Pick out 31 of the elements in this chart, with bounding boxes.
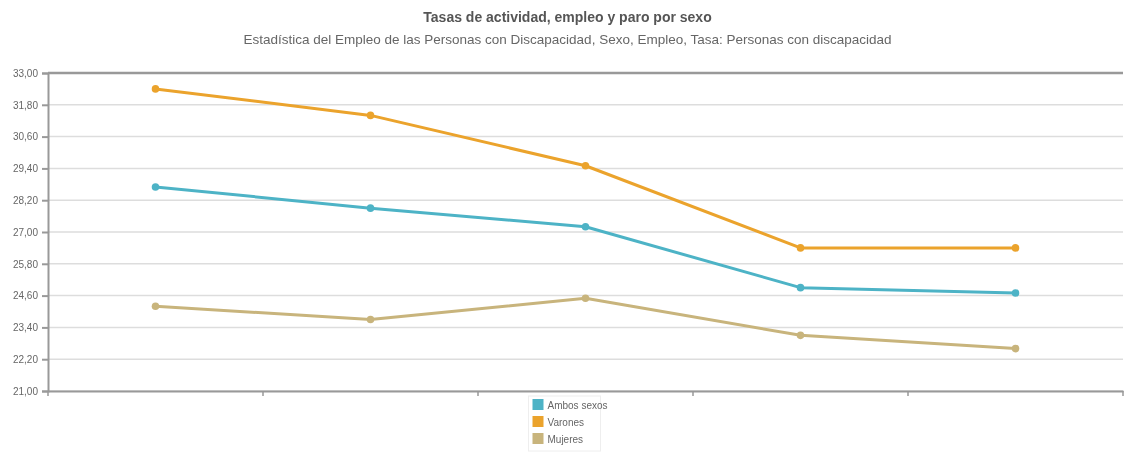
y-tick-label: 30,60 [12,131,39,143]
point [796,283,805,292]
point [1011,244,1020,252]
point [366,111,375,120]
chart-subtitle: Estadística del Empleo de las Personas con Discapacidad, Sexo, Empleo, Tasa: Personas con discapacidad [243,32,892,47]
point [1011,344,1020,353]
legend-label: Mujeres [547,434,584,445]
y-tick-label: 21,00 [12,385,39,397]
point [796,331,805,340]
point [151,302,160,310]
y-tick-label: 27,00 [12,226,39,238]
point [151,85,160,93]
point [151,183,160,191]
point [796,244,805,252]
point [366,315,375,324]
legend-label: Ambos sexos [547,400,608,411]
y-tick-label: 24,60 [12,290,39,302]
chart-title: Tasas de actividad, empleo y paro por sexo [423,9,712,25]
point [581,161,590,170]
y-tick-label: 33,00 [12,67,39,79]
y-tick-label: 29,40 [12,163,39,175]
y-tick-label: 31,80 [12,99,39,111]
y-tick-label: 23,40 [12,322,39,334]
point [581,222,590,231]
legend-label: Varones [547,417,585,428]
y-tick-label: 22,20 [12,353,39,365]
y-tick-label: 25,80 [12,258,39,270]
point [581,294,590,303]
y-tick-label: 28,20 [12,194,39,206]
point [1011,289,1020,297]
point [366,204,375,212]
